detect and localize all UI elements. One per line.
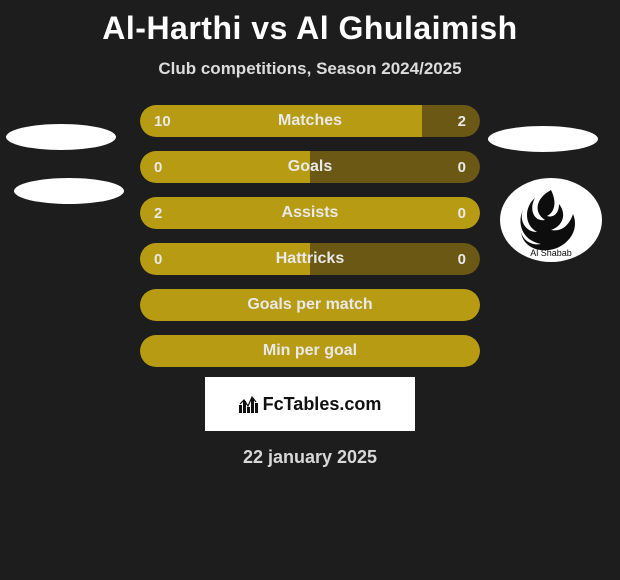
stat-pill: Hattricks0 0 bbox=[140, 243, 480, 275]
page-title: Al-Harthi vs Al Ghulaimish bbox=[0, 0, 620, 47]
footer-label: FcTables.com bbox=[263, 394, 382, 415]
stat-value-left: 10 bbox=[154, 113, 171, 130]
stat-value-right: 0 bbox=[458, 251, 466, 268]
fctables-icon bbox=[239, 395, 259, 413]
stat-row: Goals0 0 bbox=[0, 147, 620, 187]
stat-label: Hattricks bbox=[140, 250, 480, 268]
stat-label: Min per goal bbox=[140, 342, 480, 360]
stat-value-right: 0 bbox=[458, 205, 466, 222]
subtitle: Club competitions, Season 2024/2025 bbox=[0, 59, 620, 79]
stat-row: Min per goal bbox=[0, 331, 620, 371]
stat-label: Goals per match bbox=[140, 296, 480, 314]
stat-pill: Goals per match bbox=[140, 289, 480, 321]
stat-value-left: 2 bbox=[154, 205, 162, 222]
stat-value-left: 0 bbox=[154, 159, 162, 176]
stat-pill: Goals0 0 bbox=[140, 151, 480, 183]
stat-row: Matches10 2 bbox=[0, 101, 620, 141]
stat-value-left: 0 bbox=[154, 251, 162, 268]
stat-pill: Matches10 2 bbox=[140, 105, 480, 137]
stat-pill: Min per goal bbox=[140, 335, 480, 367]
stat-value-right: 2 bbox=[458, 113, 466, 130]
stat-row: Goals per match bbox=[0, 285, 620, 325]
stat-value-right: 0 bbox=[458, 159, 466, 176]
stat-label: Matches bbox=[140, 112, 480, 130]
stat-pill: Assists2 0 bbox=[140, 197, 480, 229]
stat-label: Assists bbox=[140, 204, 480, 222]
stat-row: Hattricks0 0 bbox=[0, 239, 620, 279]
footer-attribution: FcTables.com bbox=[205, 377, 415, 431]
stat-label: Goals bbox=[140, 158, 480, 176]
stat-row: Assists2 0 bbox=[0, 193, 620, 233]
date-label: 22 january 2025 bbox=[0, 447, 620, 468]
